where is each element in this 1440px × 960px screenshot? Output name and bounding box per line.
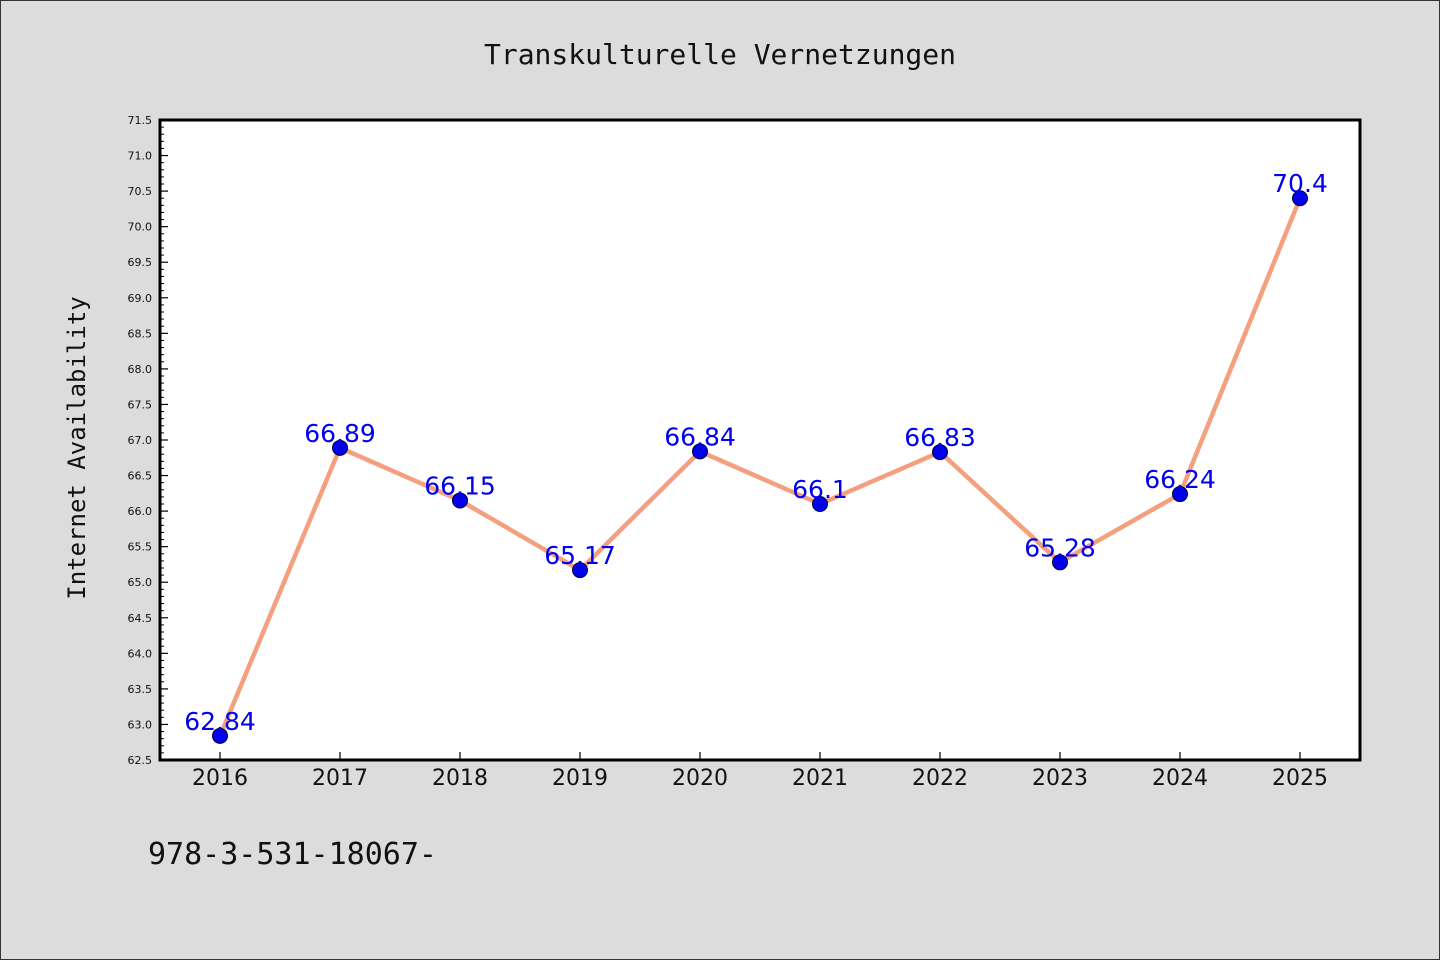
x-tick-label: 2021 bbox=[792, 766, 848, 791]
y-tick-label: 64.0 bbox=[128, 647, 153, 660]
data-label: 65.28 bbox=[1024, 533, 1096, 562]
data-point bbox=[212, 727, 228, 744]
x-tick-label: 2025 bbox=[1272, 766, 1328, 791]
y-tick-label: 66.5 bbox=[128, 470, 153, 483]
data-point bbox=[572, 562, 588, 579]
y-tick-label: 63.5 bbox=[128, 683, 153, 696]
y-tick-label: 68.5 bbox=[128, 327, 153, 340]
data-point bbox=[692, 443, 708, 460]
data-label: 62.84 bbox=[184, 707, 256, 736]
data-labels: 62.84 66.89 66.15 65.17 66.84 66.1 66.83 65.28 6… bbox=[184, 169, 1328, 736]
x-tick-label: 2017 bbox=[312, 766, 368, 791]
chart-title: Transkulturelle Vernetzungen bbox=[484, 38, 956, 71]
x-tick-label: 2018 bbox=[432, 766, 488, 791]
data-label: 66.24 bbox=[1144, 465, 1216, 494]
data-label: 65.17 bbox=[544, 541, 616, 570]
y-axis-label: Internet Availability bbox=[63, 296, 91, 599]
y-tick-label: 67.0 bbox=[128, 434, 153, 447]
data-point bbox=[1172, 486, 1188, 503]
y-tick-label: 70.5 bbox=[128, 185, 153, 198]
data-label: 66.84 bbox=[664, 422, 736, 451]
y-tick-label: 63.0 bbox=[128, 718, 153, 731]
x-axis: 2016 2017 2018 2019 2020 2021 2022 2023 2024 2025 bbox=[192, 752, 1328, 791]
x-tick-label: 2023 bbox=[1032, 766, 1088, 791]
data-label: 66.1 bbox=[792, 475, 848, 504]
y-axis: 62.5 63.0 63.5 64.0 64.5 65.0 65.5 66.0 66.5 67.0… bbox=[128, 114, 168, 767]
data-label: 66.15 bbox=[424, 471, 496, 500]
x-tick-label: 2020 bbox=[672, 766, 728, 791]
x-tick-label: 2019 bbox=[552, 766, 608, 791]
y-tick-label: 70.0 bbox=[128, 221, 153, 234]
data-point bbox=[812, 496, 828, 512]
data-point bbox=[452, 492, 468, 509]
y-tick-label: 69.5 bbox=[128, 256, 153, 269]
x-tick-label: 2022 bbox=[912, 766, 968, 791]
series-line bbox=[217, 195, 1303, 739]
y-tick-label: 67.5 bbox=[128, 398, 153, 411]
data-label: 70.4 bbox=[1272, 169, 1328, 198]
x-tick-label: 2024 bbox=[1152, 766, 1208, 791]
data-series bbox=[212, 190, 1308, 744]
y-tick-label: 64.5 bbox=[128, 612, 153, 625]
y-tick-label: 69.0 bbox=[128, 292, 153, 305]
data-point bbox=[932, 444, 948, 461]
data-label: 66.89 bbox=[304, 419, 376, 448]
plot-frame bbox=[158, 118, 1362, 762]
plot-area bbox=[160, 120, 1360, 760]
y-tick-label: 62.5 bbox=[128, 754, 153, 767]
data-point bbox=[1292, 190, 1308, 207]
data-label: 66.83 bbox=[904, 423, 976, 452]
isbn-footer: 978-3-531-18067- bbox=[148, 837, 437, 872]
x-tick-label: 2016 bbox=[192, 766, 248, 791]
y-tick-label: 65.5 bbox=[128, 541, 153, 554]
y-tick-label: 65.0 bbox=[128, 576, 153, 589]
data-point bbox=[332, 439, 348, 456]
data-point bbox=[1052, 554, 1068, 571]
y-tick-label: 71.5 bbox=[128, 114, 153, 127]
y-tick-label: 71.0 bbox=[128, 150, 153, 163]
y-tick-label: 66.0 bbox=[128, 505, 153, 518]
y-tick-label: 68.0 bbox=[128, 363, 153, 376]
